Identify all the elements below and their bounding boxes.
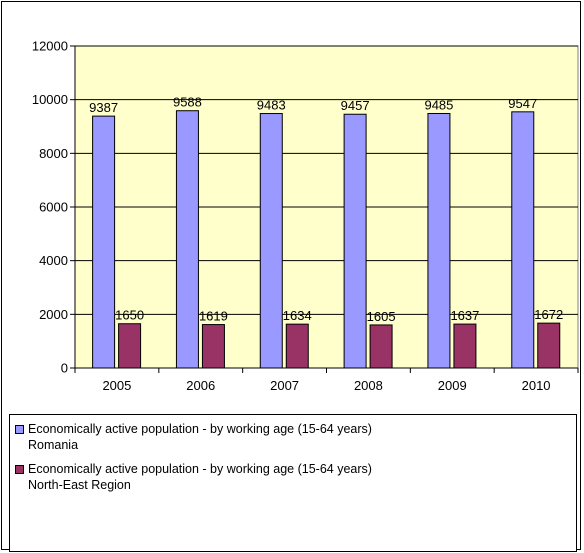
bar-series-1-2008 <box>343 113 367 369</box>
bar-series-1-2006 <box>175 110 199 369</box>
legend-label-series-2-line-1: Economically active population - by work… <box>28 462 372 476</box>
data-label-series-1-2009: 9485 <box>424 97 453 112</box>
bar-series-1-2005 <box>92 115 116 369</box>
y-tick-label-6000: 6000 <box>39 200 68 215</box>
y-tick-label-0: 0 <box>61 361 68 376</box>
x-tick-label-2010: 2010 <box>522 378 551 393</box>
data-label-series-1-2008: 9457 <box>341 98 370 113</box>
bar-series-2-2006 <box>201 324 225 369</box>
x-tick-label-2005: 2005 <box>102 378 131 393</box>
data-label-series-2-2010: 1672 <box>534 307 563 322</box>
data-label-series-2-2008: 1605 <box>367 309 396 324</box>
y-tick-label-8000: 8000 <box>39 146 68 161</box>
bar-series-2-2008 <box>369 324 393 369</box>
data-label-series-1-2007: 9483 <box>257 98 286 113</box>
legend-swatch-series-1 <box>15 425 24 434</box>
bar-series-2-2009 <box>453 323 477 369</box>
bar-series-2-2010 <box>537 322 561 369</box>
y-tick-label-2000: 2000 <box>39 307 68 322</box>
data-label-series-1-2005: 9387 <box>89 100 118 115</box>
bar-series-2-2007 <box>285 323 309 369</box>
data-label-series-2-2009: 1637 <box>450 308 479 323</box>
legend-swatch-series-2 <box>15 465 24 474</box>
data-label-series-2-2007: 1634 <box>283 308 312 323</box>
y-tick-label-4000: 4000 <box>39 253 68 268</box>
data-label-series-2-2005: 1650 <box>115 308 144 323</box>
legend-label-series-1-line-2: Romania <box>28 438 79 452</box>
x-tick-label-2007: 2007 <box>270 378 299 393</box>
data-label-series-1-2006: 9588 <box>173 95 202 110</box>
x-tick-label-2006: 2006 <box>186 378 215 393</box>
legend-label-series-1-line-1: Economically active population - by work… <box>28 422 372 436</box>
legend-label-series-2: Economically active population - by work… <box>28 461 568 493</box>
x-tick-label-2009: 2009 <box>438 378 467 393</box>
bar-series-2-2005 <box>118 323 142 369</box>
legend-label-series-2-line-2: North-East Region <box>28 478 131 492</box>
y-tick-label-12000: 12000 <box>32 39 68 54</box>
x-tick-label-2008: 2008 <box>354 378 383 393</box>
legend: Economically active population - by work… <box>9 414 577 552</box>
bar-series-1-2010 <box>511 111 535 369</box>
legend-label-series-1: Economically active population - by work… <box>28 421 568 453</box>
y-tick-label-10000: 10000 <box>32 92 68 107</box>
data-label-series-2-2006: 1619 <box>199 309 228 324</box>
bar-series-1-2007 <box>259 113 283 369</box>
data-label-series-1-2010: 9547 <box>508 96 537 111</box>
bar-chart: 0 2000 4000 6000 8000 10000 12000 2005 9387 1650 2… <box>32 39 579 393</box>
bar-series-1-2009 <box>427 112 451 369</box>
